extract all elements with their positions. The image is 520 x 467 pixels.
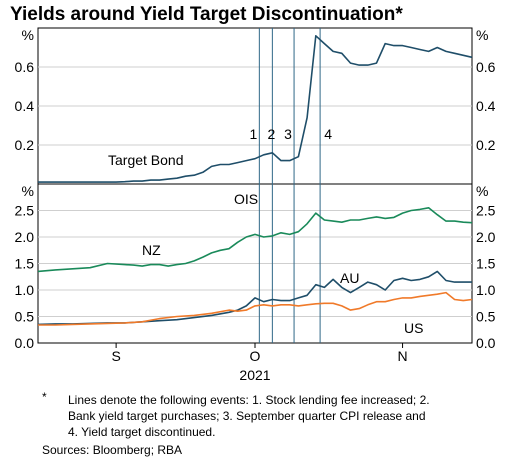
top-series-target-bond-line <box>38 35 473 183</box>
bottom-ytick-label-left: 1.0 <box>15 282 35 298</box>
x-tick-label-n: N <box>397 348 407 364</box>
top-ytick-label-right: 0.2 <box>476 137 496 153</box>
bottom-ytick-label-right: 1.5 <box>476 256 496 272</box>
chart-title: Yields around Yield Target Discontinuati… <box>10 4 403 25</box>
bottom-ytick-label-left: 0.5 <box>15 309 35 325</box>
footnote-line-2: Bank yield target purchases; 3. Septembe… <box>68 409 426 423</box>
top-ytick-label-right: 0.4 <box>476 98 496 114</box>
top-ytick-label-left: 0.2 <box>15 137 35 153</box>
footnote-marker: * <box>42 390 47 404</box>
top-ytick-label-right: 0.6 <box>476 59 496 75</box>
chart-marks: 0.2 0.2 0.4 0.4 0.6 0.6% % 1 2 3 4 Target Bond 0.0 0.… <box>15 27 496 383</box>
bottom-ytick-label-right: 1.0 <box>476 282 496 298</box>
bottom-ytick-label-right: 2.5 <box>476 203 496 219</box>
x-tick-label-s: S <box>111 348 120 364</box>
top-ytick-label-left: 0.6 <box>15 59 35 75</box>
sources-note: Sources: Bloomberg; RBA <box>42 443 182 457</box>
footnote-line-1: Lines denote the following events: 1. St… <box>68 393 430 407</box>
bottom-series-nz-line <box>37 207 473 273</box>
event-label-1: 1 <box>249 126 257 142</box>
top-unit-right: % <box>476 27 488 43</box>
event-label-2: 2 <box>267 126 275 142</box>
series-label-target-bond: Target Bond <box>108 152 184 168</box>
event-label-3: 3 <box>284 126 292 142</box>
x-axis-year-label: 2021 <box>239 367 270 383</box>
ois-label: OIS <box>234 191 258 207</box>
bottom-ytick-label-left: 2.5 <box>15 203 35 219</box>
footnote-line-3: 4. Yield target discontinued. <box>68 425 215 439</box>
bottom-ytick-label-left: 1.5 <box>15 256 35 272</box>
bottom-ytick-label-left: 0.0 <box>15 335 35 351</box>
series-label-us: US <box>404 320 423 336</box>
bottom-unit-right: % <box>476 183 488 199</box>
bottom-series-au-line <box>37 270 472 326</box>
series-label-au: AU <box>340 270 359 286</box>
top-unit-left: % <box>22 27 34 43</box>
bottom-unit-left: % <box>22 183 34 199</box>
top-ytick-label-left: 0.4 <box>15 98 35 114</box>
series-label-nz: NZ <box>142 242 161 258</box>
bottom-ytick-label-left: 2.0 <box>15 229 35 245</box>
bottom-series-us-line <box>38 291 473 326</box>
bottom-ytick-label-right: 2.0 <box>476 229 496 245</box>
event-label-4: 4 <box>324 126 332 142</box>
x-tick-label-o: O <box>250 348 261 364</box>
bottom-ytick-label-right: 0.0 <box>476 335 496 351</box>
bottom-ytick-label-right: 0.5 <box>476 309 496 325</box>
